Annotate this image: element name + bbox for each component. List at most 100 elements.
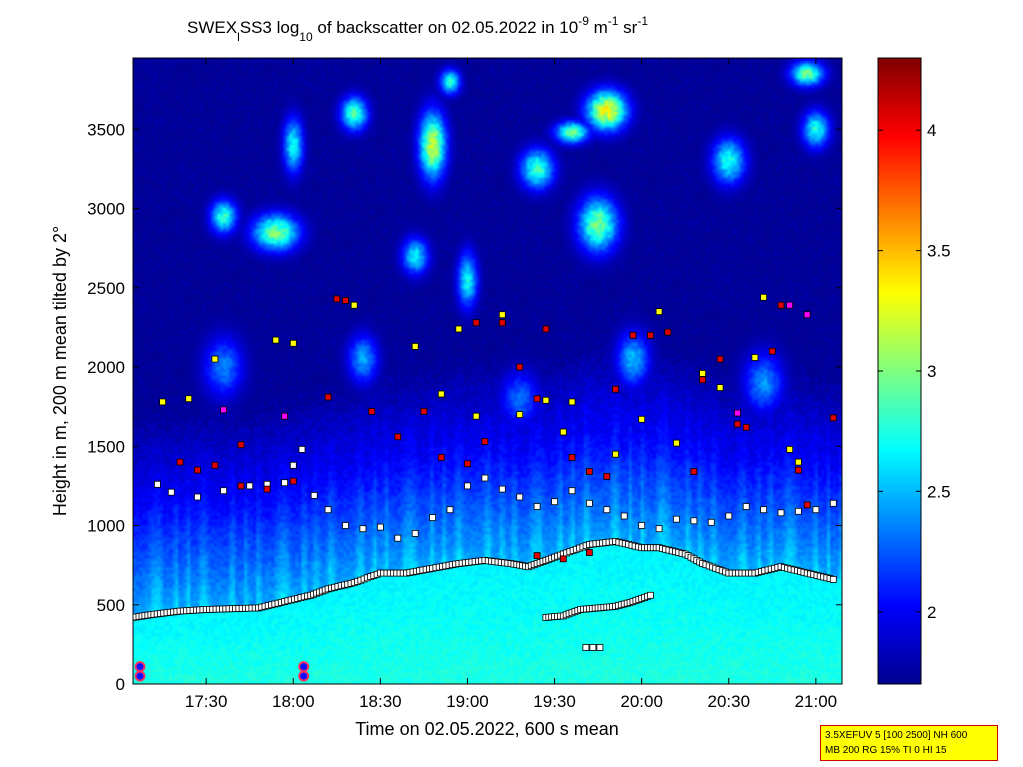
layer-marker: [551, 498, 558, 506]
layer-marker: [310, 491, 318, 499]
x-axis-label: Time on 02.05.2022, 600 s mean: [355, 719, 619, 739]
cloud-marker-red: [716, 355, 724, 363]
cloud-marker-yellow: [159, 398, 167, 406]
cloud-marker-yellow: [437, 390, 445, 398]
mixing-layer-marker: [829, 576, 837, 583]
cloud-marker-yellow: [185, 395, 193, 403]
colorbar-tick-label: 2: [927, 603, 936, 622]
info-line-1: 3.5XEFUV 5 [100 2500] NH 600: [825, 730, 968, 741]
processing-info-box: 3.5XEFUV 5 [100 2500] NH 600 MB 200 RG 1…: [820, 725, 998, 761]
cloud-marker-yellow: [472, 412, 480, 420]
cloud-marker-red: [768, 347, 776, 355]
cloud-marker-yellow: [673, 439, 680, 447]
cloud-marker-red: [603, 472, 611, 480]
layer-marker: [586, 499, 593, 507]
layer-marker: [481, 474, 489, 482]
cloud-marker-yellow: [411, 342, 419, 350]
cloud-marker-magenta: [786, 301, 794, 309]
colorbar-tick-label: 4: [927, 121, 936, 140]
cloud-marker-red: [342, 297, 349, 304]
colorbar-axis: 2 2.5 3 3.5 4: [878, 121, 951, 622]
layer-marker: [655, 525, 663, 533]
low-layer-marker: [582, 644, 590, 651]
cloud-marker-red: [498, 319, 506, 327]
colorbar: [877, 57, 922, 685]
layer-marker: [673, 515, 680, 523]
layer-marker: [446, 506, 454, 514]
plot-frame: [132, 57, 843, 685]
layer-marker: [342, 522, 349, 529]
cloud-marker-yellow: [655, 308, 663, 316]
heatmap-area: [133, 58, 842, 684]
y-tick-label: 3000: [87, 200, 125, 219]
cloud-marker-red: [472, 319, 480, 327]
colorbar-tick-label: 3.5: [927, 242, 951, 261]
precipitation-marker: [134, 670, 146, 682]
info-line-2: MB 200 RG 15% TI 0 HI 15: [825, 745, 947, 756]
cloud-marker-red: [420, 407, 428, 415]
layer-marker: [690, 517, 698, 525]
layer-marker: [725, 512, 733, 520]
precipitation-marker: [134, 661, 146, 673]
layer-marker: [533, 503, 541, 510]
cloud-marker-red: [734, 420, 741, 428]
cloud-marker-red: [777, 301, 785, 309]
cloud-marker-yellow: [455, 325, 463, 333]
precipitation-marker: [298, 661, 310, 673]
y-tick-label: 2000: [87, 358, 125, 377]
cloud-marker-red: [803, 501, 811, 509]
cloud-marker-yellow: [751, 354, 759, 361]
cloud-marker-red: [612, 385, 619, 393]
cloud-marker-red: [742, 423, 750, 431]
cloud-marker-red: [699, 376, 706, 384]
layer-marker: [603, 506, 611, 514]
layer-marker: [289, 461, 297, 469]
cloud-marker-yellow: [516, 411, 524, 419]
cloud-marker-red: [629, 331, 637, 339]
precipitation-marker: [298, 670, 310, 682]
layer-marker: [298, 445, 306, 453]
cloud-marker-red: [586, 549, 593, 556]
y-axis: 0 500 1000 1500 2000 2500 3000 3500: [87, 120, 842, 694]
cloud-marker-red: [211, 461, 219, 469]
cloud-marker-red: [176, 458, 184, 466]
cloud-marker-red: [586, 468, 593, 476]
x-tick-label: 18:00: [272, 692, 315, 711]
layer-marker: [464, 482, 471, 490]
cloud-marker-yellow: [795, 458, 802, 466]
colorbar-tick-label: 3: [927, 362, 936, 381]
cloud-marker-yellow: [498, 311, 506, 319]
cloud-marker-red: [437, 453, 445, 461]
cloud-marker-yellow: [559, 428, 567, 436]
cloud-marker-magenta: [734, 409, 741, 417]
cloud-marker-red: [237, 482, 245, 490]
y-tick-label: 2500: [87, 279, 125, 298]
cloud-marker-red: [481, 438, 489, 445]
colorbar-tick-label: 2.5: [927, 482, 951, 501]
chart-title: SWEXlSS3 log10 of backscatter on 02.05.2…: [187, 14, 648, 44]
layer-marker: [568, 487, 576, 495]
x-tick-label: 19:30: [533, 692, 576, 711]
cloud-marker-red: [664, 328, 672, 336]
layer-marker: [760, 506, 767, 514]
y-tick-label: 0: [116, 675, 125, 694]
cloud-marker-red: [559, 555, 567, 563]
layer-marker: [220, 487, 228, 495]
layer-marker: [376, 523, 384, 531]
cloud-marker-red: [333, 295, 341, 303]
cloud-marker-magenta: [220, 406, 228, 414]
layer-marker: [498, 485, 506, 493]
cloud-marker-red: [542, 325, 550, 333]
layer-marker: [411, 530, 419, 537]
cloud-marker-yellow: [568, 398, 576, 406]
layer-marker: [246, 482, 254, 490]
layer-marker: [167, 488, 175, 496]
layer-marker: [429, 514, 437, 521]
lower-layer-marker: [647, 591, 654, 599]
x-axis: 17:30 18:00 18:30 19:00 19:30 20:00 20:30 21:00: [185, 58, 837, 711]
cloud-marker-red: [194, 466, 201, 474]
cloud-marker-magenta: [281, 412, 289, 420]
layer-marker: [795, 507, 802, 515]
cloud-marker-magenta: [803, 311, 811, 319]
